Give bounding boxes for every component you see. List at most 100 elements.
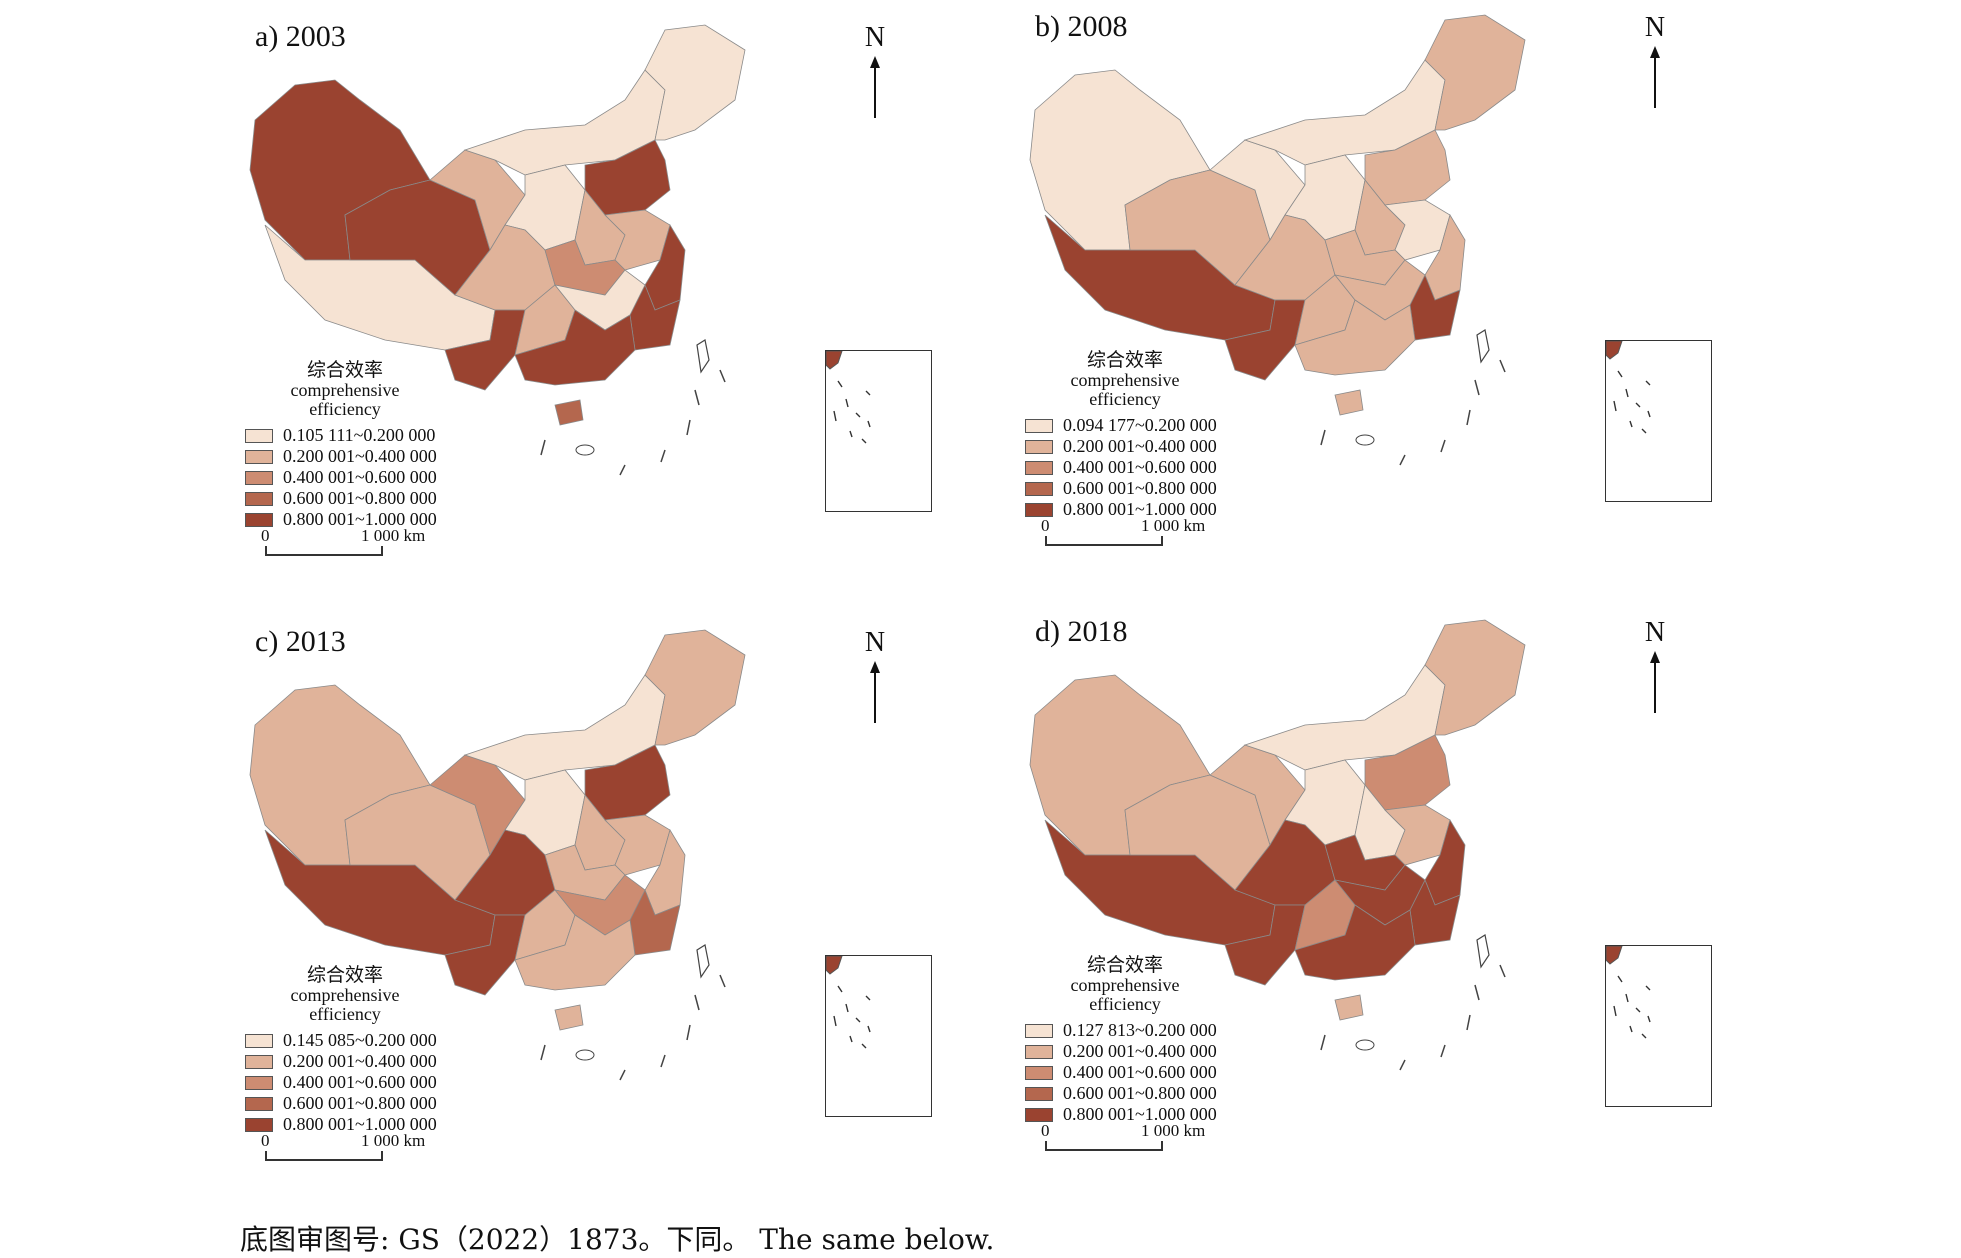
legend-label: 0.400 001~0.600 000 [1063, 457, 1217, 477]
legend-label: 0.400 001~0.600 000 [283, 467, 437, 487]
legend-swatch [245, 1033, 273, 1048]
legend-title-zh: 综合效率 [1086, 954, 1163, 976]
sea-boundary-dash [619, 464, 626, 476]
province-region [1334, 389, 1364, 416]
legend-swatch [245, 470, 273, 485]
map-legend: 综合效率 comprehensive efficiency 0.127 813~0.2… [1025, 955, 1225, 1125]
legend-label: 0.200 001~0.400 000 [283, 446, 437, 466]
sea-boundary-dash [660, 1054, 666, 1068]
sea-boundary-dash [1399, 1059, 1406, 1071]
legend-swatch [1025, 1044, 1053, 1059]
sea-boundary-dash [686, 1024, 691, 1041]
legend-title-en-2: efficiency [309, 399, 381, 419]
legend-swatch [245, 449, 273, 464]
legend-title-en-2: efficiency [1089, 389, 1161, 409]
island-outline [1355, 434, 1375, 446]
legend-swatch [1025, 439, 1053, 454]
sea-boundary-dash [694, 389, 700, 406]
sea-boundary-dash [1474, 379, 1480, 396]
scale-line [265, 554, 383, 556]
legend-label: 0.800 001~1.000 000 [283, 1114, 437, 1134]
inset-map-graphic [1605, 945, 1651, 1039]
island-outline [575, 444, 595, 456]
island-outline [1355, 1039, 1375, 1051]
island-outline [575, 1049, 595, 1061]
legend-item: 0.200 001~0.400 000 [1025, 1041, 1225, 1062]
map-panel-c: c) 2013 N 综合效率 comprehensive efficiency 0.145… [225, 615, 932, 1175]
legend-item: 0.800 001~1.000 000 [1025, 1104, 1225, 1125]
legend-item: 0.200 001~0.400 000 [245, 1051, 445, 1072]
legend-label: 0.400 001~0.600 000 [283, 1072, 437, 1092]
scale-distance-label: 1 000 km [361, 1131, 426, 1150]
legend-item: 0.400 001~0.600 000 [245, 467, 445, 488]
inset-map-graphic [825, 350, 871, 444]
south-china-sea-inset [1605, 340, 1712, 502]
legend-swatch [1025, 1065, 1053, 1080]
sea-boundary-dash [1440, 1044, 1446, 1058]
scale-distance-label: 1 000 km [1141, 516, 1206, 535]
sea-boundary-dash [540, 439, 546, 456]
sea-boundary-dash [1499, 964, 1506, 978]
legend-label: 0.600 001~0.800 000 [283, 488, 437, 508]
legend-item: 0.127 813~0.200 000 [1025, 1020, 1225, 1041]
province-region [554, 1004, 584, 1031]
sea-boundary-dash [1466, 1014, 1471, 1031]
sea-boundary-dash [1440, 439, 1446, 453]
north-arrow-icon [1650, 651, 1660, 713]
province-region [514, 309, 636, 386]
sea-boundary-dash [694, 994, 700, 1011]
sea-boundary-dash [1399, 454, 1406, 466]
legend-label: 0.800 001~1.000 000 [1063, 499, 1217, 519]
legend-item: 0.400 001~0.600 000 [245, 1072, 445, 1093]
legend-label: 0.600 001~0.800 000 [1063, 1083, 1217, 1103]
inset-map-graphic [825, 955, 871, 1049]
sea-boundary-dash [540, 1044, 546, 1061]
legend-item: 0.400 001~0.600 000 [1025, 1062, 1225, 1083]
taiwan-outline [1476, 329, 1490, 364]
map-panel-b: b) 2008 N 综合效率 comprehensive efficiency 0.094… [1005, 0, 1712, 560]
scale-bar: 0 1 000 km [1041, 516, 1205, 554]
legend-title-en: comprehensive [1070, 975, 1180, 995]
sea-boundary-dash [619, 1069, 626, 1081]
north-arrow-icon [870, 661, 880, 723]
legend-label: 0.400 001~0.600 000 [1063, 1062, 1217, 1082]
legend-title-zh: 综合效率 [1086, 349, 1163, 371]
province-region [1424, 14, 1526, 131]
north-label: N [1644, 12, 1666, 43]
legend-title-en-2: efficiency [1089, 994, 1161, 1014]
legend-label: 0.094 177~0.200 000 [1063, 415, 1217, 435]
legend-label: 0.200 001~0.400 000 [283, 1051, 437, 1071]
china-choropleth-map [249, 629, 746, 1081]
legend-label: 0.600 001~0.800 000 [283, 1093, 437, 1113]
scale-line [265, 1159, 383, 1161]
taiwan-outline [696, 339, 710, 374]
province-region [1294, 904, 1416, 981]
province-region [554, 399, 584, 426]
map-panel-a: a) 2003 N 综合效率 comprehensive efficiency 0.105… [225, 10, 932, 570]
panel-title: a) 2003 [255, 20, 346, 53]
province-region [1384, 804, 1451, 866]
sea-boundary-dash [1474, 984, 1480, 1001]
sea-boundary-dash [1320, 429, 1326, 446]
province-region [644, 629, 746, 746]
legend-item: 0.600 001~0.800 000 [1025, 1083, 1225, 1104]
legend-swatch [1025, 502, 1053, 517]
legend-label: 0.200 001~0.400 000 [1063, 1041, 1217, 1061]
scale-line [1045, 544, 1163, 546]
north-label: N [864, 627, 886, 658]
taiwan-outline [1476, 934, 1490, 969]
north-arrow-icon [870, 56, 880, 118]
sea-boundary-dash [660, 449, 666, 463]
north-arrow-icon [1650, 46, 1660, 108]
north-label: N [1644, 617, 1666, 648]
legend-swatch [245, 428, 273, 443]
map-legend: 综合效率 comprehensive efficiency 0.094 177~0.2… [1025, 350, 1225, 520]
scale-distance-label: 1 000 km [361, 526, 426, 545]
legend-label: 0.800 001~1.000 000 [1063, 1104, 1217, 1124]
legend-item: 0.105 111~0.200 000 [245, 425, 445, 446]
sea-boundary-dash [1320, 1034, 1326, 1051]
south-china-sea-inset [825, 955, 932, 1117]
inset-map-graphic [1605, 340, 1651, 434]
north-arrow: N [860, 22, 890, 118]
legend-label: 0.800 001~1.000 000 [283, 509, 437, 529]
